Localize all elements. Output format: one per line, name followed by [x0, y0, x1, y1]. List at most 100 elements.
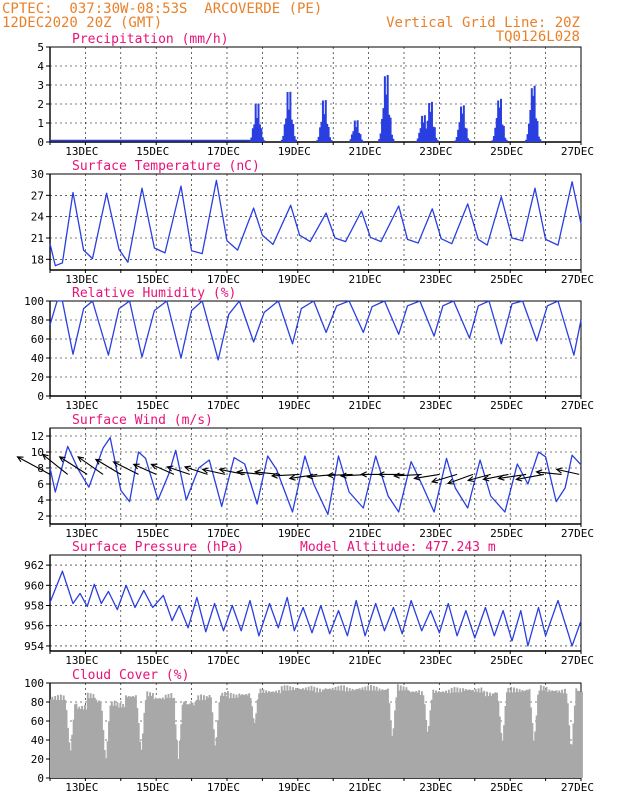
- panel-4-ytick-label: 2: [37, 510, 44, 523]
- panel-1-bar: [423, 115, 426, 142]
- panel-6-bar: [265, 690, 268, 778]
- panel-6-bar: [365, 690, 368, 778]
- panel-6-bar: [190, 704, 193, 778]
- panel-5-title: Surface Pressure (hPa): [72, 540, 244, 555]
- panel-4-wind-arrow: [394, 473, 422, 477]
- panel-4-wind-arrowhead: [16, 456, 24, 463]
- panel-6-bar: [345, 687, 348, 778]
- panel-1-bar: [461, 113, 464, 142]
- panel-6-bar: [568, 725, 571, 778]
- panel-6-bar: [360, 689, 363, 778]
- panel-6-bar: [323, 689, 326, 778]
- panel-1-bar: [324, 100, 327, 142]
- panel-6-bar: [64, 699, 67, 778]
- panel-1-bar: [525, 139, 528, 142]
- panel-6-bar: [289, 686, 292, 778]
- panel-6-bar: [200, 694, 202, 778]
- panel-6-bar: [462, 688, 464, 778]
- panel-1-bar: [289, 91, 292, 142]
- panel-6-bar: [276, 692, 279, 778]
- panel-4-ytick-label: 8: [37, 462, 44, 475]
- panel-6-bar: [456, 687, 459, 778]
- panel-1-bar: [282, 135, 285, 142]
- panel-6-bar: [514, 692, 517, 778]
- panel-1-bar: [501, 124, 504, 142]
- panel-6-bar: [457, 692, 460, 778]
- panel-4-wind-arrowhead: [41, 453, 49, 461]
- panel-4-wind-arrow: [447, 473, 474, 484]
- panel-4-wind-arrowhead: [482, 475, 490, 482]
- panel-6-bar: [174, 724, 177, 778]
- panel-6-bar: [398, 690, 401, 778]
- panel-6-bar: [364, 686, 367, 778]
- panel-6-bar: [508, 692, 511, 778]
- panel-6-bar: [311, 690, 314, 778]
- panel-6-bar: [211, 712, 214, 778]
- panel-1-bar: [423, 136, 426, 142]
- panel-1-bar: [359, 134, 362, 142]
- panel-6-bar: [268, 691, 270, 778]
- panel-6-bar: [293, 689, 296, 778]
- panel-6-bar: [231, 698, 234, 778]
- panel-6-bar: [239, 695, 242, 778]
- panel-4-wind-arrowhead: [306, 473, 314, 480]
- panel-4-wind-arrow: [556, 468, 580, 475]
- panel-6-bar: [91, 698, 93, 778]
- panel-6-bar: [387, 688, 389, 778]
- panel-1-bar: [287, 109, 290, 142]
- panel-5-frame: [49, 554, 582, 652]
- panel-6-bar: [256, 699, 259, 778]
- panel-6-bar: [290, 690, 293, 778]
- panel-6-bar: [280, 686, 283, 778]
- panel-6-bar: [535, 715, 538, 778]
- panel-6-bar: [554, 691, 556, 778]
- panel-6-bar: [191, 702, 194, 778]
- panel-6-bar: [272, 691, 275, 778]
- panel-4-wind-arrow: [59, 456, 88, 475]
- panel-1-xtick-label: 17DEC: [207, 145, 240, 158]
- panel-1-bar: [499, 98, 502, 142]
- panel-6-bar: [75, 703, 78, 778]
- panel-6-bar: [105, 759, 108, 778]
- panel-3-xtick-label: 25DEC: [490, 399, 523, 412]
- panel-6-bar: [425, 719, 428, 778]
- panel-1-ytick-label: 1: [37, 117, 44, 130]
- panel-6-bar: [215, 737, 218, 778]
- panel-6-bar: [153, 699, 156, 778]
- panel-6-bar: [515, 688, 518, 778]
- panel-6-bar: [123, 707, 126, 778]
- panel-6-bar: [170, 693, 173, 778]
- panel-4-wind-arrowhead: [253, 469, 261, 476]
- panel-4-wind-arrowhead: [535, 469, 543, 476]
- panel-6-bar: [334, 687, 337, 778]
- panel-6-bar: [249, 698, 252, 778]
- panel-6-bar: [381, 689, 384, 778]
- panel-6-bar: [166, 697, 169, 778]
- panel-1-bar: [358, 132, 361, 142]
- panel-6-bar: [552, 690, 555, 778]
- panel-6-bar: [343, 685, 346, 778]
- panel-6-bar: [545, 686, 548, 778]
- panel-5-ytick-label: 960: [24, 579, 44, 592]
- panel-6-bar: [65, 710, 68, 778]
- panel-6-bar: [491, 693, 494, 778]
- panel-5-annotation: Model Altitude: 477.243 m: [300, 540, 496, 555]
- panel-6-bar: [62, 695, 65, 778]
- panel-6-bar: [573, 705, 576, 778]
- panel-4-wind-arrowhead: [270, 472, 278, 479]
- panel-6-bar: [252, 718, 255, 778]
- panel-6-bar: [309, 690, 312, 778]
- panel-1-bar: [429, 111, 432, 142]
- panel-6-bar: [130, 696, 133, 778]
- panel-6-bar: [255, 713, 258, 778]
- panel-6-bar: [374, 690, 377, 778]
- panel-6-bar: [306, 690, 309, 778]
- panel-4-wind-arrow: [289, 473, 318, 479]
- panel-6-bar: [463, 690, 466, 778]
- panel-3-series-line: [49, 300, 582, 361]
- panel-6-bar: [50, 699, 52, 778]
- panel-4-wind-arrow: [536, 471, 562, 475]
- panel-6-bar: [378, 688, 381, 778]
- panel-4-wind-arrowhead: [515, 475, 523, 482]
- panel-3-ytick-label: 80: [31, 314, 44, 327]
